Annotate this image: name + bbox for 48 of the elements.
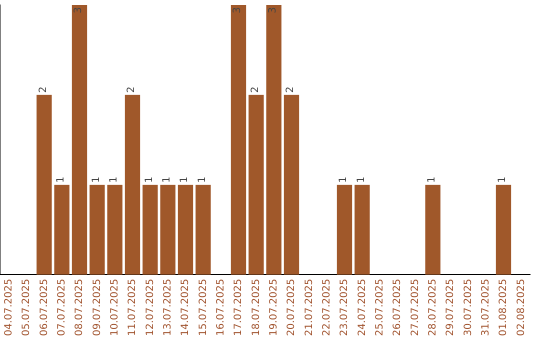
- data-label: 1: [179, 176, 190, 183]
- x-tick-label: 24.07.2025: [356, 278, 368, 336]
- x-tick-label: 21.07.2025: [304, 278, 315, 336]
- data-label: 2: [38, 86, 49, 93]
- x-tick-label: 18.07.2025: [250, 278, 262, 336]
- data-label: 3: [232, 7, 244, 14]
- data-label: 1: [161, 176, 172, 183]
- x-tick-label: 17.07.2025: [233, 278, 244, 336]
- x-tick-label: 11.07.2025: [127, 278, 138, 336]
- x-tick-label: 10.07.2025: [109, 278, 120, 336]
- x-tick-label: 22.07.2025: [321, 278, 332, 336]
- data-label: 1: [144, 176, 155, 183]
- data-label: 2: [250, 86, 261, 93]
- x-tick-label: 01.08.2025: [498, 278, 510, 336]
- x-tick-label: 04.07.2025: [3, 278, 14, 336]
- x-tick-label: 30.07.2025: [462, 278, 474, 336]
- x-tick-label: 13.07.2025: [162, 278, 174, 336]
- data-label: 1: [90, 176, 102, 183]
- data-label: 1: [426, 176, 438, 183]
- data-label: 1: [497, 176, 508, 183]
- x-tick-label: 12.07.2025: [144, 278, 156, 336]
- x-tick-label: 05.07.2025: [21, 278, 32, 336]
- x-tick-label: 31.07.2025: [480, 278, 492, 336]
- x-tick-label: 26.07.2025: [392, 278, 404, 336]
- x-tick-label: 08.07.2025: [74, 278, 86, 336]
- data-label: 2: [285, 86, 296, 93]
- x-tick-label: 29.07.2025: [445, 278, 456, 336]
- x-tick-label: 07.07.2025: [56, 278, 68, 336]
- x-tick-label: 27.07.2025: [410, 278, 421, 336]
- data-label: 1: [356, 176, 367, 183]
- x-tick-label: 20.07.2025: [286, 278, 298, 336]
- data-label: 1: [55, 176, 66, 183]
- data-label: 3: [267, 7, 278, 14]
- data-label: 1: [196, 176, 208, 183]
- x-tick-label: 28.07.2025: [427, 278, 438, 336]
- x-tick-label: 14.07.2025: [180, 278, 192, 336]
- x-tick-label: 25.07.2025: [374, 278, 386, 336]
- x-tick-label: 19.07.2025: [268, 278, 280, 336]
- x-tick-label: 09.07.2025: [92, 278, 103, 336]
- x-tick-label: 15.07.2025: [198, 278, 209, 336]
- data-label: 2: [126, 86, 138, 93]
- x-tick-label: 23.07.2025: [339, 278, 350, 336]
- x-tick-label: 06.07.2025: [38, 278, 50, 336]
- data-label: 1: [338, 176, 350, 183]
- x-tick-label: 16.07.2025: [215, 278, 226, 336]
- data-label: 1: [108, 176, 120, 183]
- data-label: 3: [73, 7, 84, 14]
- x-tick-label: 02.08.2025: [516, 278, 527, 336]
